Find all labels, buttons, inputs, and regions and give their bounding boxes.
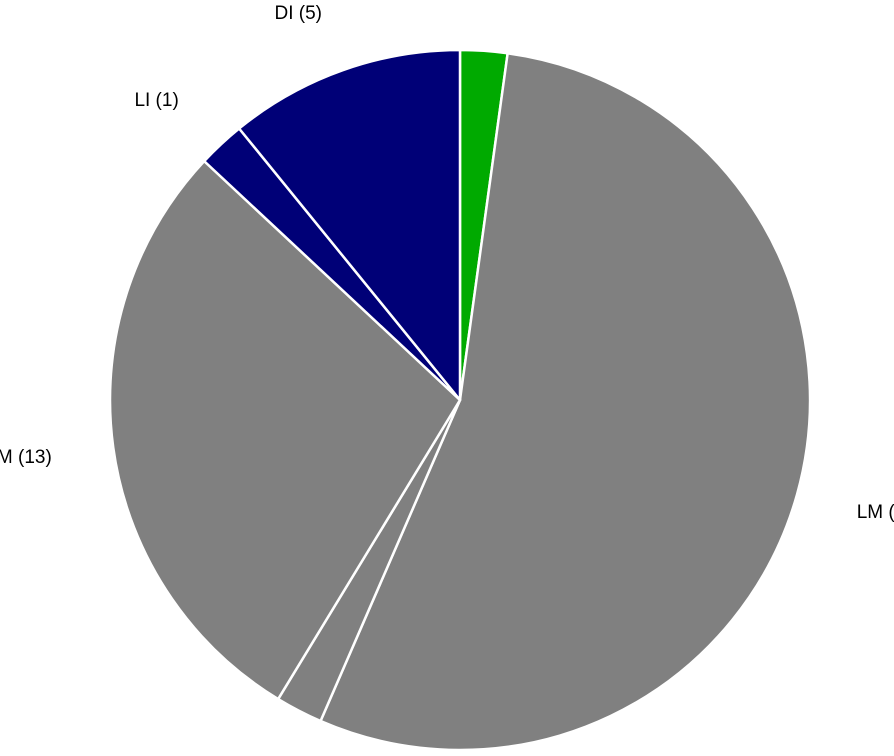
pie-label-lm: LM (25) [857, 502, 894, 523]
pie-slices [108, 48, 812, 752]
pie-label-dw: DW (1) [458, 0, 518, 1]
pie-label-li: LI (1) [134, 90, 178, 111]
pie-label-di: DI (5) [275, 3, 323, 24]
pie-slice-di [237, 48, 462, 402]
pie-slice-dm [108, 159, 462, 701]
pie-label-dm: DM (13) [0, 447, 52, 468]
pie-slice-lm [319, 52, 812, 752]
